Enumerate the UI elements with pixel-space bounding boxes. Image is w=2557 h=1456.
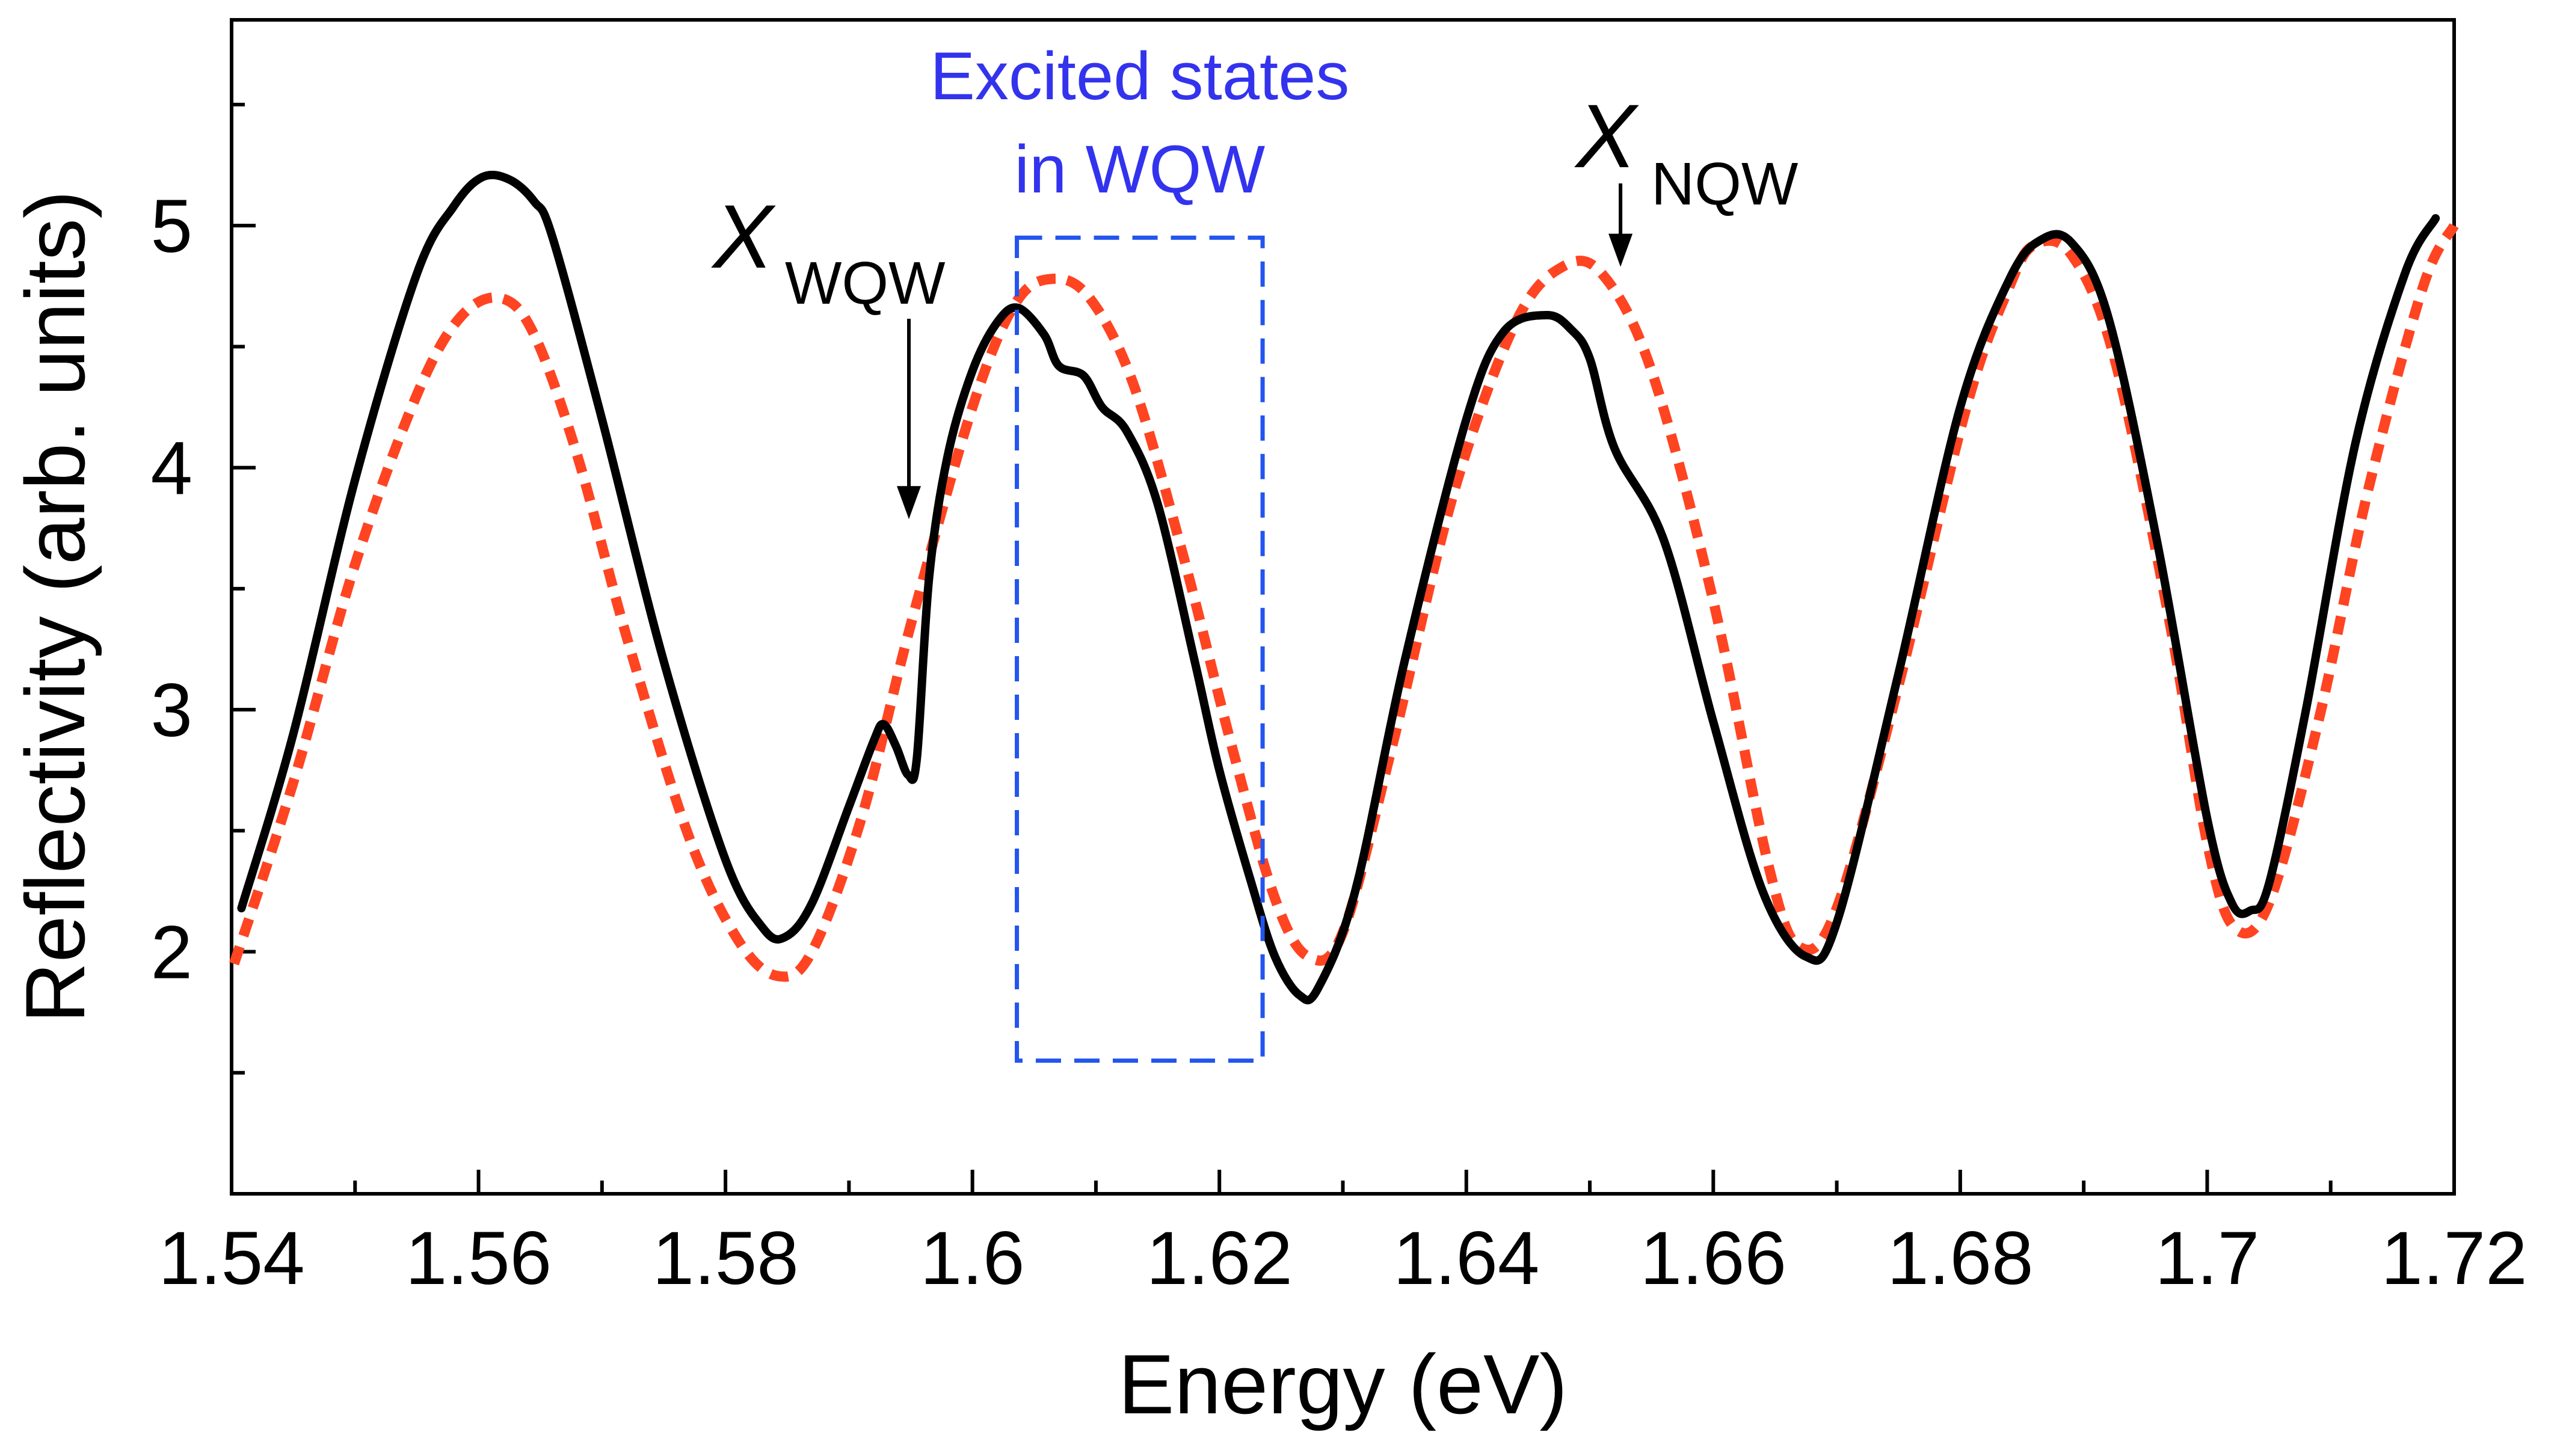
excited-states-label-line2: in WQW bbox=[1014, 132, 1265, 207]
x-tick-label: 1.72 bbox=[2381, 1217, 2527, 1300]
x-tick-label: 1.68 bbox=[1887, 1217, 2033, 1300]
x-tick-label: 1.6 bbox=[920, 1217, 1025, 1300]
y-tick-label: 3 bbox=[150, 669, 192, 752]
x-nqw-subscript: NQW bbox=[1651, 150, 1799, 218]
x-nqw-arrowhead bbox=[1608, 233, 1633, 267]
frame-layer bbox=[230, 18, 2456, 1196]
x-wqw-subscript: WQW bbox=[785, 250, 946, 317]
x-tick-label: 1.7 bbox=[2155, 1217, 2260, 1300]
y-tick-label: 4 bbox=[150, 427, 192, 511]
x-tick-label: 1.58 bbox=[652, 1217, 798, 1300]
x-tick-label: 1.56 bbox=[405, 1217, 552, 1300]
tick-layer: 1.54 1.56 1.58 1.6 1.62 1.64 1.66 1.68 1.7 1.72 2 3… bbox=[150, 102, 2528, 1300]
y-axis-title: Reflectivity (arb. units) bbox=[8, 191, 102, 1024]
y-tick-label: 5 bbox=[150, 185, 192, 268]
x-wqw-arrowhead bbox=[897, 486, 922, 520]
x-tick-label: 1.62 bbox=[1146, 1217, 1293, 1300]
x-axis-title: Energy (eV) bbox=[1118, 1337, 1568, 1431]
x-tick-label: 1.64 bbox=[1393, 1217, 1539, 1300]
plot-frame bbox=[230, 18, 2456, 1196]
series-line-measured bbox=[237, 170, 2440, 1004]
y-tick-label: 2 bbox=[150, 911, 192, 995]
x-nqw-label: X bbox=[1574, 85, 1639, 186]
x-wqw-label: X bbox=[711, 186, 776, 287]
annotation-layer: Excited states in WQW X WQW X NQW bbox=[711, 38, 1799, 1063]
excited-states-box bbox=[1015, 235, 1265, 1063]
x-tick-label: 1.66 bbox=[1640, 1217, 1786, 1300]
series-layer bbox=[229, 170, 2459, 1004]
x-tick-label: 1.54 bbox=[158, 1217, 304, 1300]
excited-states-label: Excited states bbox=[930, 38, 1349, 114]
series-line-calculated bbox=[229, 223, 2459, 982]
